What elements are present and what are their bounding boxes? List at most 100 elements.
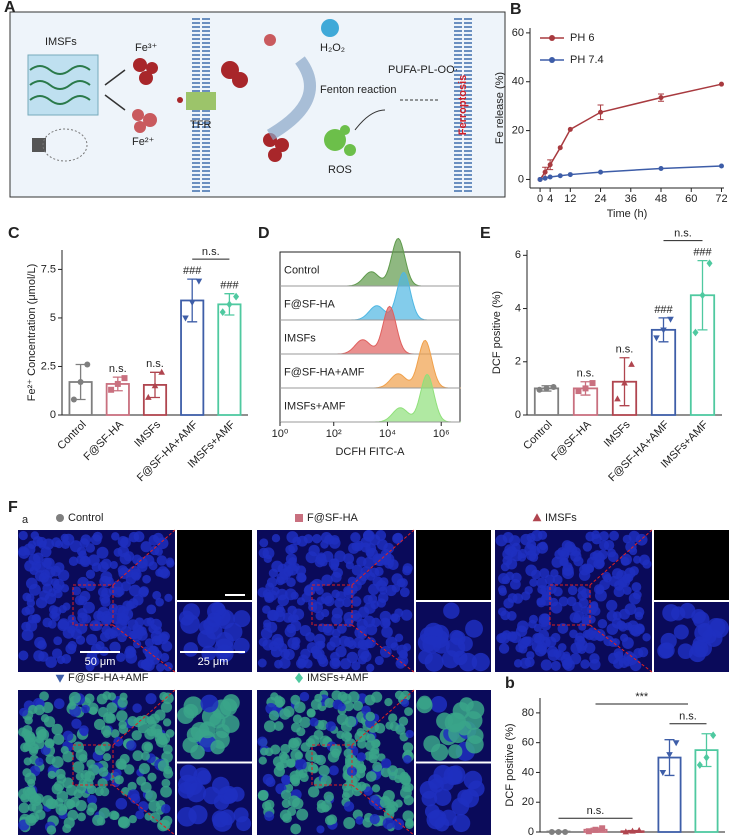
cell [506,610,517,621]
cell [282,612,294,623]
significance-label: n.s. [202,246,220,258]
cell [368,794,381,807]
cell [56,655,66,665]
data-point [589,380,596,387]
annotation: ### [183,265,202,277]
cell [623,651,635,662]
cell [60,584,70,593]
cell [62,626,75,639]
data-point [550,384,557,391]
data-point [145,393,152,400]
cell [458,652,478,672]
cell [177,806,197,827]
cell [344,732,353,741]
fibers [29,65,91,105]
data-point [557,145,563,151]
cell [642,559,652,569]
annotation: ### [693,247,712,259]
cell [266,621,278,633]
y-tick-label: 0 [50,409,56,421]
cell [307,735,320,747]
cell [342,597,352,608]
cell [294,751,304,760]
x-tick-label: 36 [625,193,637,205]
data-point [195,278,203,285]
cell [329,744,342,756]
cell [403,755,412,764]
cell [379,796,392,809]
data-point [592,826,599,833]
cell [557,643,567,652]
cell [110,811,120,821]
cell [352,700,364,712]
cell [233,610,251,628]
significance-label: *** [635,691,649,703]
cell [110,729,120,738]
cell [279,708,291,720]
cell [118,567,131,580]
cell [351,781,362,792]
legend-marker [549,35,555,41]
zoom-box [72,584,114,626]
cell [135,810,145,820]
cell [538,541,548,551]
cell [317,640,326,649]
cell [28,812,40,823]
data-point [622,828,630,835]
cell [498,587,507,596]
cell [125,651,138,664]
cell [606,599,618,612]
scaffold [27,54,99,116]
cell [540,594,553,606]
cell [322,550,334,563]
sample-label: F@SF-HA [284,299,336,311]
cell [390,642,399,651]
cell [402,742,414,753]
schematic-label: PUFA-PL-OO· [388,64,458,76]
cell [162,718,172,727]
y-tick-label: 7.5 [41,263,56,275]
cell [179,764,198,783]
annotation: ### [654,304,673,316]
cell [557,623,569,634]
cell [307,762,319,774]
cell [264,747,274,757]
legend-marker [295,672,303,684]
legend-marker [56,514,64,522]
cell [219,698,238,716]
data-point [557,173,563,179]
data-point [555,829,562,835]
cell [314,693,323,703]
cell [591,530,600,540]
cell [351,564,363,576]
cell [422,634,442,654]
cell [402,810,414,822]
cell [78,725,89,736]
zoom-box [311,584,353,626]
cell [161,778,171,788]
cell [80,769,92,781]
data-point [151,382,159,389]
cell [588,630,600,641]
cell [326,641,336,651]
cell [573,610,585,621]
cell [33,738,45,750]
cell [132,750,144,762]
cell [68,556,79,566]
cell [318,764,330,777]
data-point [667,316,674,323]
cell [324,697,335,709]
cell [257,736,268,747]
cell [186,726,203,743]
cell [72,761,85,774]
cell [120,581,131,592]
cell [298,769,308,779]
cell [53,698,65,710]
cell [580,659,590,669]
micrograph [177,690,252,762]
cell [145,790,157,802]
data-point [158,368,165,375]
micrograph [177,602,252,672]
cell [515,625,528,637]
cell [282,813,292,824]
